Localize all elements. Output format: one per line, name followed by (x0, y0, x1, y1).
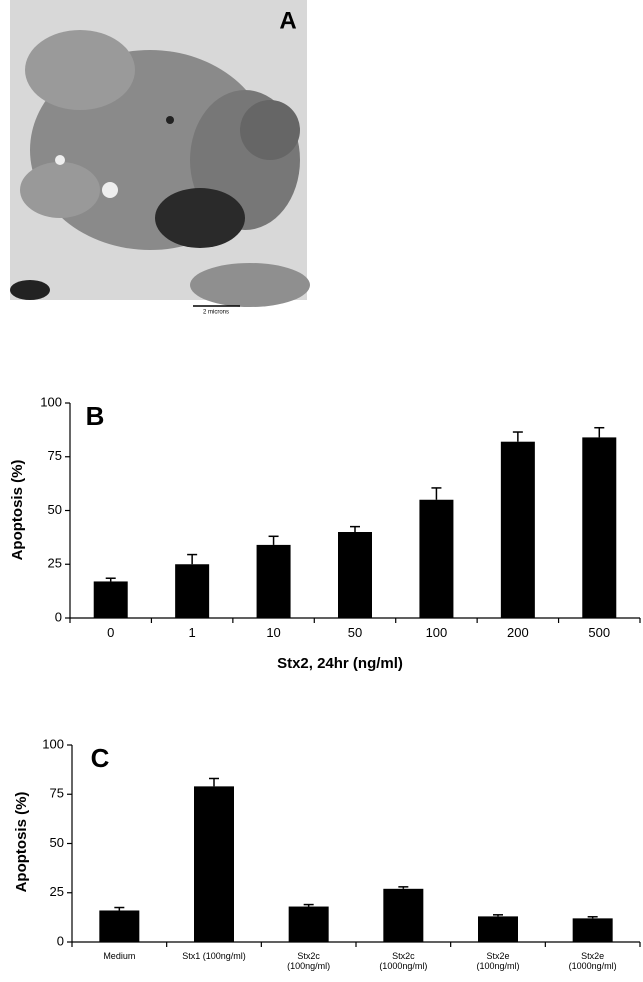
x-tick-label: 50 (347, 625, 363, 640)
y-tick-label: 0 (55, 609, 62, 624)
bar (478, 916, 518, 942)
bar (419, 499, 454, 618)
x-tick-label: 500 (588, 625, 611, 640)
micrograph (10, 0, 310, 307)
bar (338, 532, 372, 618)
y-tick-label: 75 (50, 786, 64, 801)
bar (383, 888, 424, 942)
y-tick-label: 50 (50, 835, 64, 850)
bar (93, 581, 128, 618)
y-tick-label: 75 (48, 448, 62, 463)
y-tick-label: 25 (50, 884, 64, 899)
x-tick-label: Stx2c (100ng/ml) (287, 951, 331, 972)
y-tick-label: 25 (48, 556, 62, 571)
bar (288, 906, 329, 942)
bar (194, 786, 234, 942)
y-tick-label: 0 (57, 933, 64, 948)
x-tick-label: 100 (425, 625, 448, 640)
x-tick-label: Stx2e (1000ng/ml) (568, 951, 617, 972)
x-tick-label: Stx2c (1000ng/ml) (379, 951, 428, 972)
y-axis-title: Apoptosis (%) (13, 792, 30, 893)
bar (500, 441, 535, 618)
x-tick-label: Stx2e (100ng/ml) (476, 951, 520, 972)
panel-label: C (91, 743, 110, 773)
x-tick-label: 0 (107, 625, 115, 640)
x-tick-label: Stx1 (100ng/ml) (182, 951, 246, 961)
bar (256, 544, 291, 618)
x-tick-label: 200 (507, 625, 529, 640)
bar (175, 564, 210, 618)
x-tick-label: Medium (103, 951, 136, 961)
bar (99, 910, 140, 942)
x-tick-label: 1 (188, 625, 196, 640)
panel-label: B (86, 401, 105, 431)
scale-bar-label: 2 microns (203, 310, 229, 316)
y-tick-label: 100 (42, 736, 64, 751)
y-tick-label: 50 (48, 502, 62, 517)
y-axis-title: Apoptosis (%) (9, 460, 26, 561)
x-tick-label: 10 (266, 625, 281, 640)
bar (582, 437, 617, 618)
x-axis-title: Stx2, 24hr (ng/ml) (277, 655, 403, 672)
y-tick-label: 100 (40, 394, 62, 409)
bar (572, 918, 613, 942)
panel-label: A (279, 7, 296, 34)
